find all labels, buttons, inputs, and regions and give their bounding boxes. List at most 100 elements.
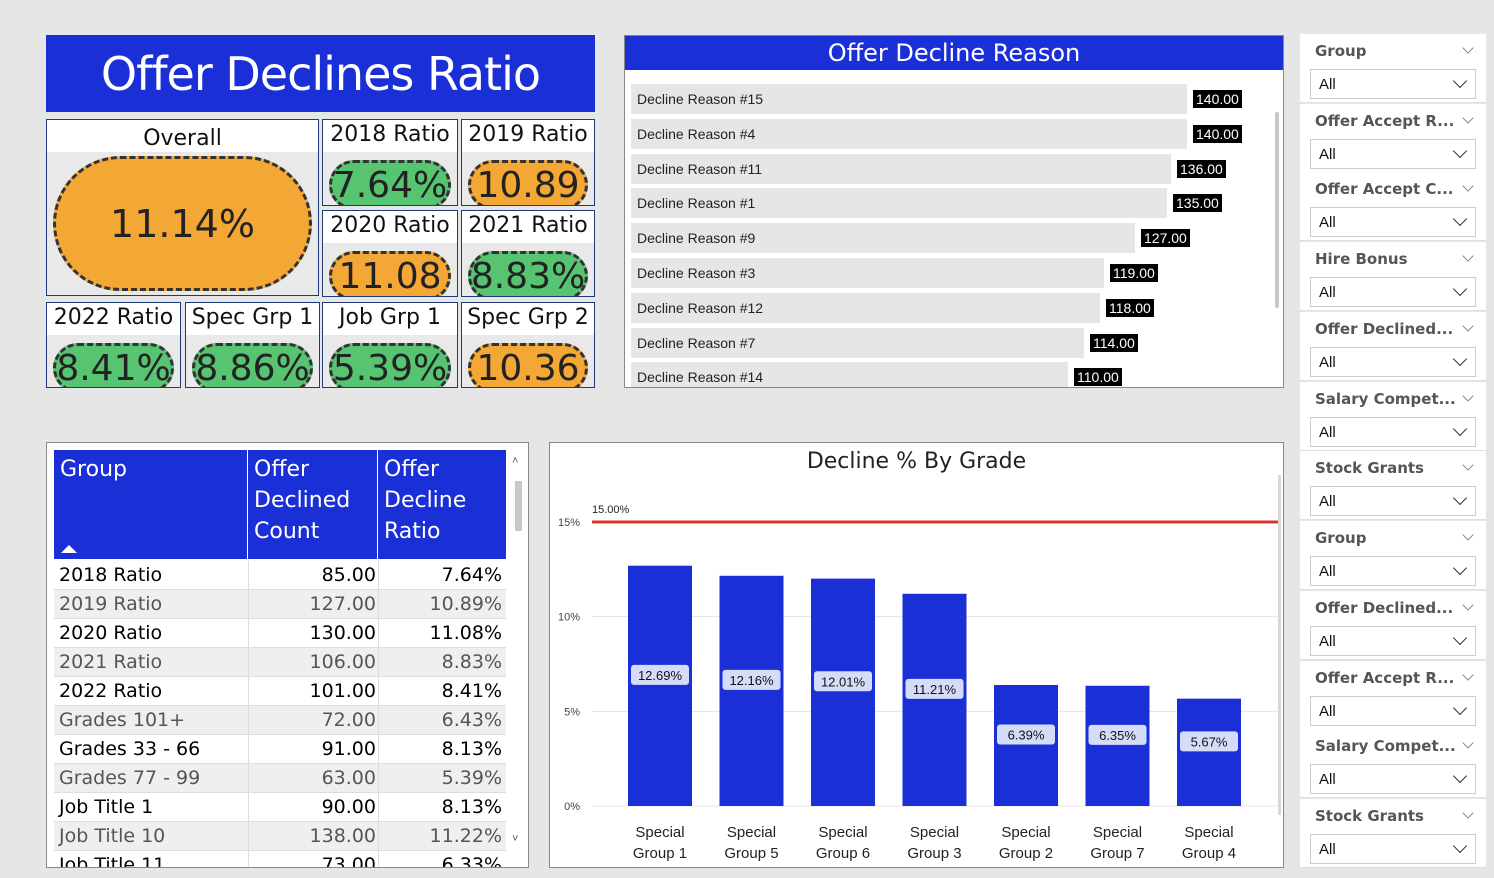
chevron-down-icon[interactable] <box>1452 281 1468 297</box>
slicer-dropdown[interactable]: All <box>1310 764 1476 794</box>
slicer-dropdown[interactable]: All <box>1310 626 1476 656</box>
table-scrollbar[interactable]: ˄ ˅ <box>512 455 524 855</box>
table-row[interactable]: Grades 77 - 99 63.00 5.39% <box>54 764 506 793</box>
chevron-down-icon[interactable] <box>1462 529 1474 541</box>
slicer-dropdown[interactable]: All <box>1310 277 1476 307</box>
reason-row[interactable]: Decline Reason #4 140.00 <box>631 118 1269 149</box>
column-header-declined-count[interactable]: Offer Declined Count <box>248 450 378 559</box>
reason-bar[interactable] <box>631 258 1104 288</box>
kpi-card-2022[interactable]: 2022 Ratio 8.41% <box>46 302 181 388</box>
chevron-down-icon[interactable] <box>1452 211 1468 227</box>
kpi-card-2018[interactable]: 2018 Ratio 7.64% <box>322 119 458 206</box>
bar[interactable] <box>994 685 1058 806</box>
sort-ascending-icon[interactable] <box>61 545 77 553</box>
table-row[interactable]: 2020 Ratio 130.00 11.08% <box>54 619 506 648</box>
reason-row[interactable]: Decline Reason #1 135.00 <box>631 188 1269 219</box>
reason-bar[interactable] <box>631 153 1171 184</box>
slicer-dropdown[interactable]: All <box>1310 347 1476 377</box>
column-header-group[interactable]: Group <box>54 450 248 559</box>
reason-label: Decline Reason #7 <box>637 334 756 351</box>
table-row[interactable]: 2018 Ratio 85.00 7.64% <box>54 561 506 590</box>
chevron-down-icon[interactable] <box>1452 560 1468 576</box>
reason-row[interactable]: Decline Reason #11 136.00 <box>631 153 1269 184</box>
reason-bar[interactable] <box>631 327 1084 358</box>
chevron-down-icon[interactable] <box>1462 180 1474 192</box>
table-row[interactable]: 2022 Ratio 101.00 8.41% <box>54 677 506 706</box>
chevron-down-icon[interactable] <box>1452 768 1468 784</box>
reason-bar[interactable] <box>631 84 1187 114</box>
table-row[interactable]: Grades 33 - 66 91.00 8.13% <box>54 735 506 764</box>
slicer-dropdown[interactable]: All <box>1310 696 1476 726</box>
reference-line-label: 15.00% <box>592 504 630 516</box>
chevron-down-icon[interactable] <box>1462 42 1474 54</box>
kpi-card-spec-grp-1[interactable]: Spec Grp 1 8.86% <box>185 302 320 388</box>
slicer-dropdown[interactable]: All <box>1310 486 1476 516</box>
slicer-dropdown[interactable]: All <box>1310 556 1476 586</box>
kpi-card-spec-grp-2[interactable]: Spec Grp 2 10.36 <box>461 302 595 388</box>
reason-row[interactable]: Decline Reason #15 140.00 <box>631 84 1269 114</box>
slicer-dropdown[interactable]: All <box>1310 69 1476 99</box>
x-tick-label: Special <box>1093 824 1142 841</box>
data-label: 12.69% <box>638 668 683 683</box>
reason-bar[interactable] <box>631 362 1068 387</box>
chevron-down-icon[interactable] <box>1462 669 1474 681</box>
kpi-card-2020[interactable]: 2020 Ratio 11.08 <box>322 210 458 297</box>
decline-reason-scrollbar[interactable] <box>1275 112 1279 308</box>
reason-bar[interactable] <box>631 292 1100 323</box>
chart-scrollbar[interactable] <box>1278 475 1281 815</box>
cell-decline-ratio: 6.33% <box>378 851 502 867</box>
cell-decline-ratio: 11.22% <box>378 822 502 851</box>
table-row[interactable]: Job Title 10 138.00 11.22% <box>54 822 506 851</box>
chevron-down-icon[interactable] <box>1462 390 1474 402</box>
chevron-down-icon[interactable] <box>1462 112 1474 124</box>
scroll-down-icon[interactable]: ˅ <box>512 833 519 845</box>
reason-row[interactable]: Decline Reason #14 110.00 <box>631 362 1269 387</box>
bar[interactable] <box>1177 698 1241 806</box>
chevron-down-icon[interactable] <box>1462 737 1474 749</box>
bar[interactable] <box>902 593 967 806</box>
scroll-up-icon[interactable]: ˄ <box>512 455 519 467</box>
reason-bar[interactable] <box>631 188 1167 219</box>
reason-row[interactable]: Decline Reason #3 119.00 <box>631 258 1269 288</box>
reason-row[interactable]: Decline Reason #9 127.00 <box>631 223 1269 254</box>
bar[interactable] <box>1085 685 1150 806</box>
reason-row[interactable]: Decline Reason #12 118.00 <box>631 292 1269 323</box>
table-row[interactable]: Job Title 1 90.00 8.13% <box>54 793 506 822</box>
table-row[interactable]: 2019 Ratio 127.00 10.89% <box>54 590 506 619</box>
chevron-down-icon[interactable] <box>1452 630 1468 646</box>
table-row[interactable]: Job Title 11 73.00 6.33% <box>54 851 506 867</box>
reason-bar[interactable] <box>631 223 1135 254</box>
bar[interactable] <box>811 578 875 806</box>
chevron-down-icon[interactable] <box>1452 351 1468 367</box>
chevron-down-icon[interactable] <box>1462 807 1474 819</box>
kpi-label: 2020 Ratio <box>330 213 450 238</box>
column-header-decline-ratio[interactable]: Offer Decline Ratio <box>384 457 467 544</box>
chevron-down-icon[interactable] <box>1452 700 1468 716</box>
slicer-dropdown[interactable]: All <box>1310 834 1476 864</box>
table-row[interactable]: 2021 Ratio 106.00 8.83% <box>54 648 506 677</box>
slicer-dropdown[interactable]: All <box>1310 139 1476 169</box>
bar[interactable] <box>628 565 692 806</box>
chevron-down-icon[interactable] <box>1462 459 1474 471</box>
kpi-card-overall[interactable]: Overall 11.14% <box>46 119 319 296</box>
slicer-dropdown[interactable]: All <box>1310 417 1476 447</box>
chevron-down-icon[interactable] <box>1462 320 1474 332</box>
kpi-card-2021[interactable]: 2021 Ratio 8.83% <box>461 210 595 297</box>
chevron-down-icon[interactable] <box>1452 143 1468 159</box>
bar[interactable] <box>719 575 784 806</box>
filter-pane: Group All Offer Accept R... All Offer Accept… <box>1300 34 1486 878</box>
table-row[interactable]: Grades 101+ 72.00 6.43% <box>54 706 506 735</box>
reason-row[interactable]: Decline Reason #7 114.00 <box>631 327 1269 358</box>
kpi-card-job-grp-1[interactable]: Job Grp 1 5.39% <box>322 302 458 388</box>
chevron-down-icon[interactable] <box>1452 421 1468 437</box>
chevron-down-icon[interactable] <box>1452 490 1468 506</box>
chevron-down-icon[interactable] <box>1462 250 1474 262</box>
chevron-down-icon[interactable] <box>1452 73 1468 89</box>
cell-group: 2019 Ratio <box>59 593 163 615</box>
chevron-down-icon[interactable] <box>1462 599 1474 611</box>
kpi-card-2019[interactable]: 2019 Ratio 10.89 <box>461 119 595 206</box>
scroll-thumb[interactable] <box>515 481 522 531</box>
reason-bar[interactable] <box>631 118 1187 149</box>
slicer-dropdown[interactable]: All <box>1310 207 1476 237</box>
chevron-down-icon[interactable] <box>1452 838 1468 854</box>
